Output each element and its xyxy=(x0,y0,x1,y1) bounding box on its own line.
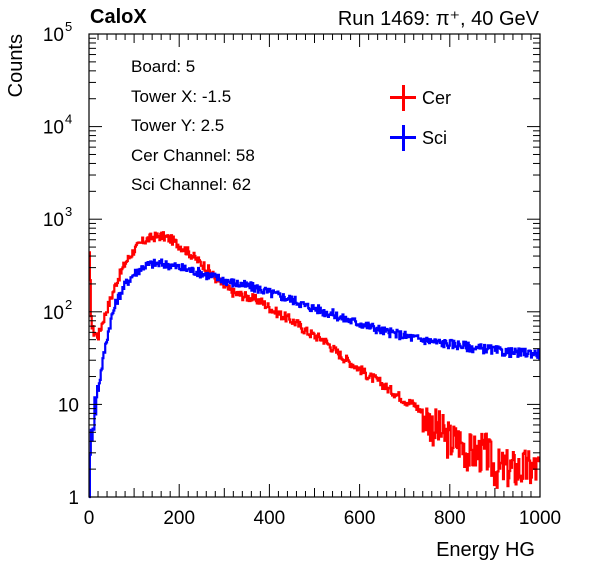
y-tick-label: 10 xyxy=(58,395,79,416)
y-tick-label: 10 xyxy=(43,303,64,324)
x-tick-label: 1000 xyxy=(519,508,561,529)
x-tick-label: 0 xyxy=(84,508,95,529)
series-cer-line xyxy=(88,231,541,489)
y-tick-exponent: 3 xyxy=(65,204,72,219)
info-tower-y: Tower Y: 2.5 xyxy=(131,116,225,135)
y-tick-label: 10 xyxy=(43,25,64,46)
x-tick-label: 200 xyxy=(163,508,195,529)
x-tick-label: 800 xyxy=(434,508,466,529)
info-cer-channel: Cer Channel: 58 xyxy=(131,145,255,165)
data-layer xyxy=(88,231,541,499)
y-tick-label: 10 xyxy=(43,118,64,139)
y-axis-title: Counts xyxy=(5,34,27,97)
x-tick-label: 400 xyxy=(254,508,286,529)
logo-title: CaloX xyxy=(90,6,147,28)
y-tick-exponent: 5 xyxy=(65,19,72,34)
legend-label-sci: Sci xyxy=(422,127,448,148)
sci-marker-icon xyxy=(390,125,416,151)
y-tick-label: 1 xyxy=(68,488,79,509)
legend-item-cer: Cer xyxy=(390,78,451,118)
info-board: Board: 5 xyxy=(131,57,196,76)
y-tick-label: 10 xyxy=(43,210,64,231)
y-tick-exponent: 4 xyxy=(65,112,72,127)
info-tower-x: Tower X: -1.5 xyxy=(131,86,232,106)
cer-marker-icon xyxy=(390,85,416,111)
legend: Cer Sci xyxy=(390,78,451,158)
y-tick-exponent: 2 xyxy=(65,297,72,312)
x-axis-title: Energy HG xyxy=(436,539,535,561)
series-sci-line xyxy=(88,258,541,499)
info-box: Board: 5 Tower X: -1.5 Tower Y: 2.5 Cer … xyxy=(131,52,255,200)
run-info: Run 1469: π⁺, 40 GeV xyxy=(337,8,539,30)
legend-label-cer: Cer xyxy=(422,87,452,108)
x-tick-label: 600 xyxy=(344,508,376,529)
axis-ticks xyxy=(88,33,541,498)
legend-item-sci: Sci xyxy=(390,118,451,158)
info-sci-channel: Sci Channel: 62 xyxy=(131,175,252,194)
